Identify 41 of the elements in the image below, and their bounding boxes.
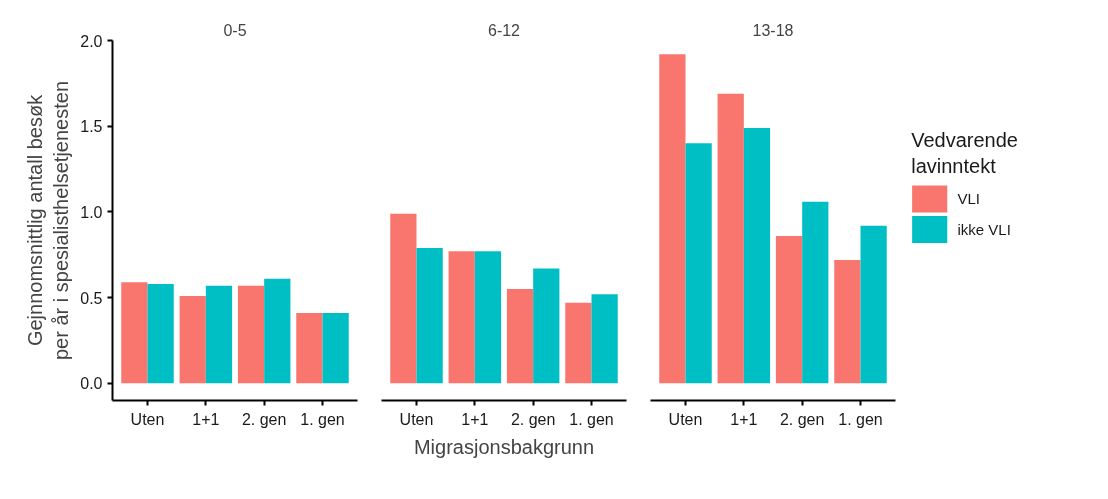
bar (834, 259, 861, 384)
bar (717, 93, 744, 384)
bar (416, 247, 443, 384)
bar (565, 302, 592, 384)
bar (775, 235, 803, 384)
x-tick-label: 1. gen (300, 410, 345, 428)
x-axis-title: Migrasjonsbakgrunn (413, 435, 595, 458)
y-tick-label: 2.0 (80, 32, 103, 50)
legend-title: Vedvarende lavinntekt (911, 128, 1018, 178)
y-tick-label: 0.0 (80, 375, 103, 393)
x-tick-label: 1+1 (192, 410, 220, 428)
bar (506, 289, 534, 384)
chart-title: 13-18 (752, 21, 794, 39)
bar (860, 225, 887, 384)
x-tick-label: 1. gen (838, 410, 883, 428)
x-tick-label: 1+1 (730, 410, 758, 428)
chart-title: 6-12 (487, 21, 521, 39)
legend-label: VLI (957, 190, 980, 208)
bar (448, 251, 475, 384)
x-tick-label: 2. gen (241, 410, 287, 428)
x-tick-label: 1. gen (569, 410, 614, 428)
x-tick-label: 2. gen (510, 410, 556, 428)
bar (390, 213, 417, 384)
y-tick-label: 1.5 (80, 118, 103, 136)
y-tick-label: 0.5 (80, 289, 103, 307)
legend-label: ikke VLI (957, 221, 1011, 238)
bar (743, 127, 771, 384)
bar (474, 251, 502, 384)
bar (591, 294, 618, 384)
y-tick-label: 1.0 (80, 203, 103, 221)
x-tick-label: Uten (668, 410, 703, 428)
bar (533, 268, 560, 384)
x-tick-label: 2. gen (779, 410, 825, 428)
x-tick-label: Uten (399, 410, 434, 428)
x-tick-label: Uten (130, 410, 165, 428)
chart-title: 0-5 (223, 21, 247, 39)
bar (802, 201, 829, 384)
x-tick-label: 1+1 (461, 410, 489, 428)
bar (659, 54, 686, 384)
y-axis-title: Gejnnomsnittlig antall besøk per år i spesialisthelsetjenesten (23, 80, 73, 361)
bar (685, 143, 712, 384)
